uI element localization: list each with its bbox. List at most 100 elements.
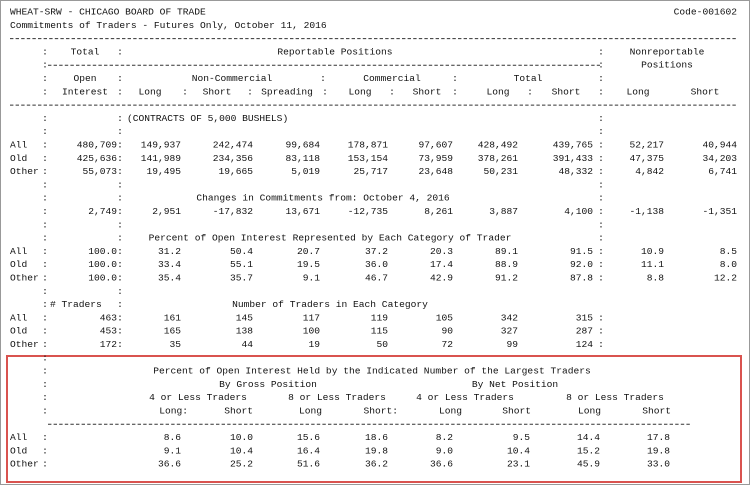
cell: 35.4	[158, 273, 181, 284]
cell: 25,717	[353, 166, 388, 177]
row-label: All	[10, 246, 28, 257]
separator: :	[598, 126, 604, 137]
cell: 6,741	[708, 166, 737, 177]
cell: 165	[164, 326, 182, 337]
separator: :	[42, 153, 48, 164]
cell: -12,735	[348, 206, 389, 217]
separator: :	[117, 140, 123, 151]
separator: :	[42, 326, 48, 337]
column-subheading: Spreading	[261, 86, 313, 97]
cell: 31.2	[158, 246, 181, 257]
cell: 463	[100, 312, 118, 323]
column-heading: Reportable Positions	[277, 46, 392, 57]
separator: :	[117, 86, 123, 97]
separator: :	[598, 73, 604, 84]
row-label: Old	[10, 153, 27, 164]
cell: 99,684	[285, 140, 320, 151]
cell: 2,951	[152, 206, 181, 217]
column-subheading: Long	[348, 86, 371, 97]
cell: 105	[436, 312, 454, 323]
cell: 50.4	[230, 246, 253, 257]
separator: :	[117, 233, 123, 244]
separator: :	[598, 140, 604, 151]
cell: 87.8	[570, 273, 593, 284]
cell: 5,019	[291, 166, 320, 177]
column-subheading: Short	[203, 86, 232, 97]
column-subheading: Short	[691, 86, 720, 97]
separator: :	[598, 193, 604, 204]
row-label: All	[10, 140, 28, 151]
row-label: Old	[10, 259, 27, 270]
section-subtitle: By Net Position	[472, 379, 558, 390]
separator: :	[42, 140, 48, 151]
cell: 91.2	[495, 273, 518, 284]
column-heading: Total	[514, 73, 543, 84]
cell: 36.0	[365, 259, 388, 270]
cell: 9.1	[164, 445, 182, 456]
row-label: Other	[10, 166, 39, 177]
cell: 19.5	[297, 259, 320, 270]
cell: 453	[100, 326, 118, 337]
separator: :	[452, 86, 458, 97]
cell: 287	[576, 326, 593, 337]
cell: 90	[441, 326, 453, 337]
separator: :	[117, 299, 123, 310]
separator: :	[117, 259, 123, 270]
separator: :	[598, 219, 604, 230]
separator: :	[117, 166, 123, 177]
separator: :	[598, 273, 604, 284]
separator: :	[42, 113, 48, 124]
cell: 115	[371, 326, 389, 337]
column-subheading: Short:	[363, 406, 398, 417]
cell: 36.2	[365, 459, 388, 470]
cell: 178,871	[348, 140, 389, 151]
separator: :	[117, 73, 123, 84]
units-note: (CONTRACTS OF 5,000 BUSHELS)	[127, 113, 288, 124]
cell: 153,154	[348, 153, 389, 164]
cell: 141,989	[141, 153, 182, 164]
cell: 83,118	[285, 153, 320, 164]
cell: 480,709	[77, 140, 118, 151]
section-title: Percent of Open Interest Represented by …	[149, 233, 512, 244]
cell: 439,765	[553, 140, 594, 151]
column-subheading: Short	[642, 406, 671, 417]
cell: 9.5	[513, 432, 531, 443]
separator: :	[117, 339, 123, 350]
separator: :	[117, 113, 123, 124]
column-subheading: Long	[578, 406, 601, 417]
cell: 8.0	[720, 259, 738, 270]
cell: 100.0	[88, 273, 117, 284]
cell: 145	[236, 312, 254, 323]
separator: :	[42, 259, 48, 270]
column-heading: Non-Commercial	[192, 73, 273, 84]
cell: 52,217	[629, 140, 664, 151]
cell: 100.0	[88, 259, 117, 270]
cell: 92.0	[570, 259, 593, 270]
cell: 3,887	[489, 206, 518, 217]
cell: 51.6	[297, 459, 320, 470]
cell: -1,351	[702, 206, 737, 217]
cell: 138	[236, 326, 254, 337]
group-heading: 8 or Less Traders	[566, 392, 664, 403]
section-title: Changes in Commitments from: October 4, …	[196, 193, 450, 204]
cell: 8.2	[436, 432, 454, 443]
separator: :	[42, 273, 48, 284]
separator: :	[598, 246, 604, 257]
row-label: All	[10, 312, 28, 323]
column-subheading: Long	[138, 86, 161, 97]
row-label: Other	[10, 273, 39, 284]
cell: 119	[371, 312, 389, 323]
separator: :	[117, 273, 123, 284]
cell: 14.4	[577, 432, 600, 443]
separator: :	[117, 46, 123, 57]
separator: :	[42, 406, 48, 417]
cell: 10.0	[230, 432, 253, 443]
cell: 10.4	[230, 445, 253, 456]
separator: :	[42, 312, 48, 323]
column-subheading: Long	[626, 86, 649, 97]
row-label: Old	[10, 326, 27, 337]
separator: :	[598, 206, 604, 217]
column-heading: Commercial	[363, 73, 421, 84]
separator: :	[117, 219, 123, 230]
